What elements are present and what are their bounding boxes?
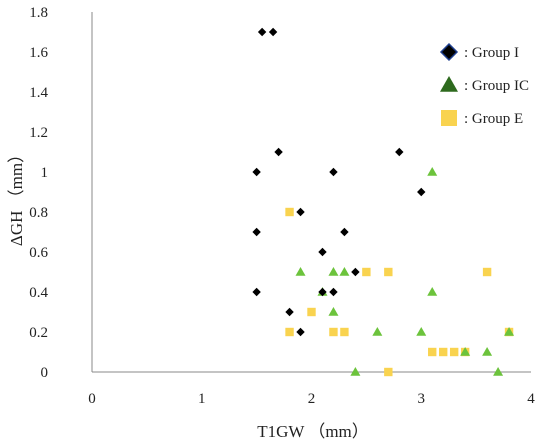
x-tick-label: 1	[198, 391, 206, 407]
data-point-triangle	[460, 347, 471, 356]
data-point-square	[362, 267, 371, 277]
data-point-triangle	[493, 367, 504, 376]
data-point-diamond	[285, 307, 294, 317]
y-tick-label: 0.6	[29, 245, 48, 261]
y-tick-label: 0.4	[29, 285, 48, 301]
data-point-square	[285, 327, 294, 337]
data-point-diamond	[252, 167, 261, 177]
data-point-square	[329, 327, 338, 337]
y-tick-label: 1	[41, 165, 49, 181]
y-tick-label: 0	[41, 365, 49, 381]
data-point-triangle	[295, 267, 306, 276]
legend: : Group I : Group IC : Group E	[439, 42, 529, 127]
x-tick-label: 2	[308, 391, 316, 407]
y-tick-label: 1.8	[29, 5, 48, 21]
data-point-diamond	[296, 207, 305, 217]
y-tick-label: 1.4	[29, 85, 48, 101]
data-point-diamond	[340, 227, 349, 237]
y-tick-label: 1.6	[29, 45, 48, 61]
chart-axes	[91, 12, 531, 373]
data-point-square	[439, 347, 448, 357]
data-point-square	[340, 327, 349, 337]
data-point-triangle	[339, 267, 350, 276]
data-point-diamond	[268, 27, 278, 37]
data-point-square	[482, 267, 492, 277]
data-point-triangle	[328, 307, 339, 316]
y-tick-labels: 0 0.2 0.4 0.6 0.8 1 1.2 1.4 1.6 1.8	[29, 5, 48, 381]
data-point-triangle	[350, 367, 361, 376]
data-point-square	[384, 267, 393, 277]
legend-label: : Group I	[464, 45, 519, 61]
data-point-triangle	[504, 327, 515, 336]
data-point-diamond	[395, 147, 404, 157]
x-tick-label: 0	[88, 391, 96, 407]
data-point-diamond	[318, 247, 327, 257]
data-point-diamond	[252, 227, 261, 237]
legend-label: : Group IC	[464, 78, 529, 94]
y-tick-label: 0.2	[29, 325, 48, 341]
data-point-diamond	[329, 167, 338, 177]
data-point-diamond	[252, 287, 261, 297]
data-point-square	[307, 307, 316, 317]
x-tick-label: 4	[527, 391, 535, 407]
data-point-triangle	[427, 167, 438, 176]
data-point-square	[449, 347, 459, 357]
data-point-diamond	[257, 27, 267, 37]
x-axis-title: T1GW （mm）	[257, 422, 369, 441]
data-point-triangle	[372, 327, 383, 336]
x-tick-labels: 0 1 2 3 4	[88, 391, 535, 407]
data-point-diamond	[296, 327, 305, 337]
data-point-square	[428, 347, 437, 357]
y-axis-title: ΔGH （mm）	[7, 146, 26, 246]
legend-marker-square	[441, 110, 457, 126]
data-point-square	[384, 367, 393, 377]
data-point-triangle	[328, 267, 339, 276]
x-tick-label: 3	[418, 391, 426, 407]
data-point-diamond	[329, 287, 338, 297]
data-point-triangle	[482, 347, 493, 356]
data-point-diamond	[351, 267, 360, 277]
y-tick-label: 0.8	[29, 205, 48, 221]
legend-label: : Group E	[464, 111, 523, 127]
data-point-diamond	[274, 147, 283, 157]
data-point-square	[285, 207, 294, 217]
data-point-diamond	[318, 287, 327, 297]
data-point-diamond	[417, 187, 426, 197]
data-point-triangle	[416, 327, 427, 336]
legend-marker-diamond	[439, 42, 459, 62]
data-points	[252, 27, 515, 377]
y-tick-label: 1.2	[29, 125, 48, 141]
legend-marker-triangle	[440, 76, 458, 92]
data-point-triangle	[427, 287, 438, 296]
